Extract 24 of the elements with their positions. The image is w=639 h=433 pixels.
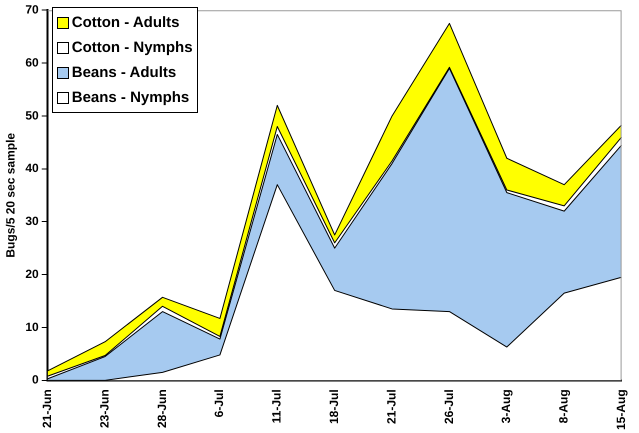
y-tick-label: 50 [25, 108, 40, 122]
x-tick-label: 18-Jul [326, 389, 341, 424]
x-tick-label: 8-Aug [556, 389, 571, 424]
legend-label: Cotton - Adults [72, 13, 180, 34]
y-axis-title: Bugs/5 20 sec sample [4, 132, 18, 258]
legend-label: Beans - Nymphs [72, 88, 190, 108]
y-tick-label: 10 [25, 320, 40, 334]
x-tick-label: 26-Jul [442, 389, 456, 424]
y-tick-label: 60 [25, 55, 40, 70]
x-tick-label: 21-Jun [40, 389, 54, 428]
x-tick-label: 3-Aug [499, 389, 514, 424]
y-tick-label: 30 [25, 214, 40, 228]
y-tick-label: 70 [25, 2, 40, 17]
x-tick-label: 28-Jun [154, 389, 169, 428]
x-tick-label: 23-Jun [97, 389, 112, 428]
x-tick-label: 21-Jul [384, 389, 398, 424]
x-tick-label: 6-Jul [212, 389, 226, 418]
legend-label: Cotton - Nymphs [72, 38, 193, 58]
legend-label: Beans - Adults [72, 63, 176, 84]
x-tick-label: 15-Aug [614, 389, 628, 430]
y-tick-label: 0 [32, 372, 40, 387]
y-tick-label: 20 [25, 266, 40, 281]
y-tick-label: 40 [25, 161, 40, 176]
x-tick-label: 11-Jul [270, 389, 284, 424]
